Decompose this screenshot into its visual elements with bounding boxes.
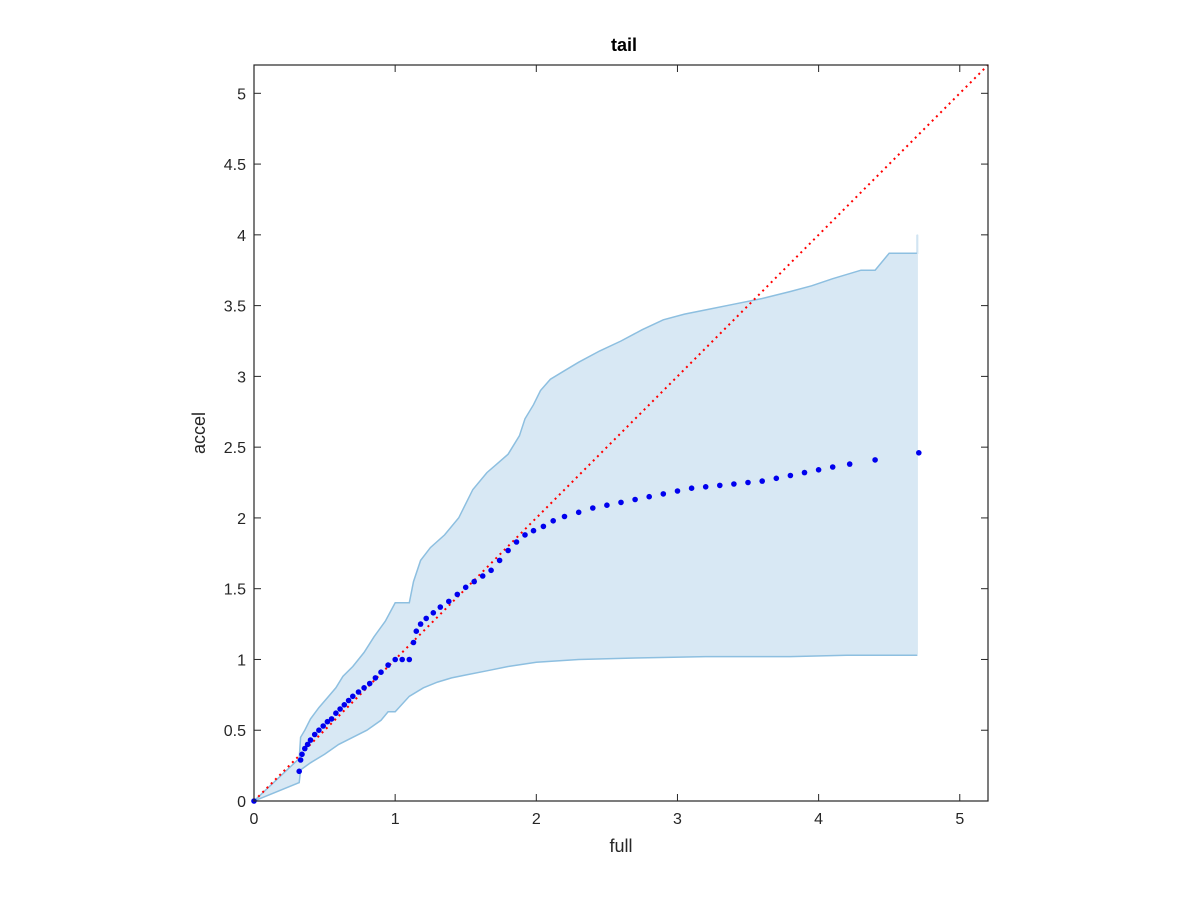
data-point: [454, 591, 461, 598]
data-point: [496, 557, 503, 564]
data-point: [316, 727, 322, 733]
data-point: [815, 467, 822, 473]
data-point: [413, 628, 420, 634]
data-point: [702, 484, 709, 490]
data-point: [366, 680, 373, 687]
data-point: [646, 493, 652, 500]
data-point: [385, 662, 391, 668]
data-point: [328, 716, 335, 722]
data-point: [575, 509, 582, 516]
y-tick-label: 2.5: [224, 440, 246, 457]
data-point: [337, 706, 343, 712]
y-tick-label: 3.5: [224, 299, 246, 316]
data-point: [604, 502, 610, 509]
data-point: [479, 573, 486, 579]
data-point: [522, 532, 528, 538]
data-point: [632, 496, 638, 503]
data-point: [350, 693, 356, 700]
data-point: [320, 723, 327, 729]
data-point: [530, 527, 537, 534]
data-point: [717, 482, 723, 489]
data-point: [829, 464, 836, 470]
y-tick-label: 4.5: [224, 157, 246, 174]
data-point: [302, 745, 308, 752]
scatter-points: [251, 450, 922, 804]
data-point: [324, 718, 331, 725]
y-tick-label: 2: [237, 511, 246, 528]
data-point: [513, 539, 520, 545]
data-point: [745, 479, 751, 486]
data-point: [674, 488, 681, 494]
x-tick-label: 0: [250, 811, 259, 828]
y-tick-label: 3: [237, 369, 246, 386]
plot-frame: [253, 64, 989, 802]
data-point: [731, 481, 737, 487]
data-point: [759, 478, 765, 484]
data-point: [399, 656, 406, 663]
data-point: [341, 702, 348, 708]
x-tick-label: 5: [955, 811, 964, 828]
x-tick-label: 4: [814, 811, 823, 828]
data-point: [417, 621, 424, 627]
data-point: [378, 669, 384, 675]
data-point: [299, 751, 305, 758]
data-point: [471, 578, 478, 585]
data-point: [787, 472, 794, 479]
data-point: [410, 639, 417, 646]
x-axis-ticks: 0 1 2 3 4 5: [250, 65, 964, 828]
data-point: [846, 461, 853, 467]
y-tick-label: 5: [237, 86, 246, 103]
data-point: [355, 689, 362, 695]
data-point: [540, 523, 547, 530]
y-axis-ticks: 0 0.5 1 1.5 2 2.5 3 3.5 4 4.5 5: [224, 86, 988, 811]
data-point: [561, 513, 568, 520]
data-point: [345, 697, 352, 704]
data-point: [446, 598, 452, 605]
data-point: [392, 656, 399, 663]
data-point: [430, 610, 437, 616]
x-tick-label: 3: [673, 811, 682, 828]
data-point: [406, 656, 413, 663]
data-point: [311, 731, 318, 738]
data-point: [304, 741, 311, 748]
data-point: [916, 450, 922, 456]
data-point: [801, 469, 808, 476]
x-tick-label: 2: [532, 811, 541, 828]
y-tick-label: 0: [237, 794, 246, 811]
data-point: [773, 475, 780, 482]
y-tick-label: 4: [237, 228, 246, 245]
data-point: [372, 675, 379, 681]
band-lower-edge: [253, 654, 918, 802]
data-point: [296, 768, 303, 775]
data-point: [361, 685, 367, 691]
data-point: [297, 757, 304, 763]
data-point: [505, 547, 511, 554]
data-point: [872, 457, 878, 463]
data-point: [488, 567, 494, 574]
data-point: [462, 584, 469, 591]
data-point: [423, 615, 430, 622]
x-tick-label: 1: [391, 811, 400, 828]
y-tick-label: 0.5: [224, 723, 246, 740]
data-point: [590, 505, 596, 511]
chart-title: tail: [611, 35, 637, 55]
data-point: [660, 491, 667, 497]
data-point: [688, 485, 695, 492]
data-point: [550, 518, 556, 524]
data-point: [333, 710, 339, 716]
y-axis-title: accel: [189, 412, 209, 454]
data-point: [618, 499, 624, 506]
axes-frame: [253, 64, 989, 802]
confidence-band: [253, 234, 919, 802]
band-fill: [254, 234, 918, 802]
band-upper-edge: [253, 234, 919, 802]
y-tick-label: 1: [237, 652, 246, 669]
data-point: [307, 737, 314, 743]
x-axis-title: full: [609, 836, 632, 856]
y-tick-label: 1.5: [224, 582, 246, 599]
data-point: [437, 604, 444, 610]
